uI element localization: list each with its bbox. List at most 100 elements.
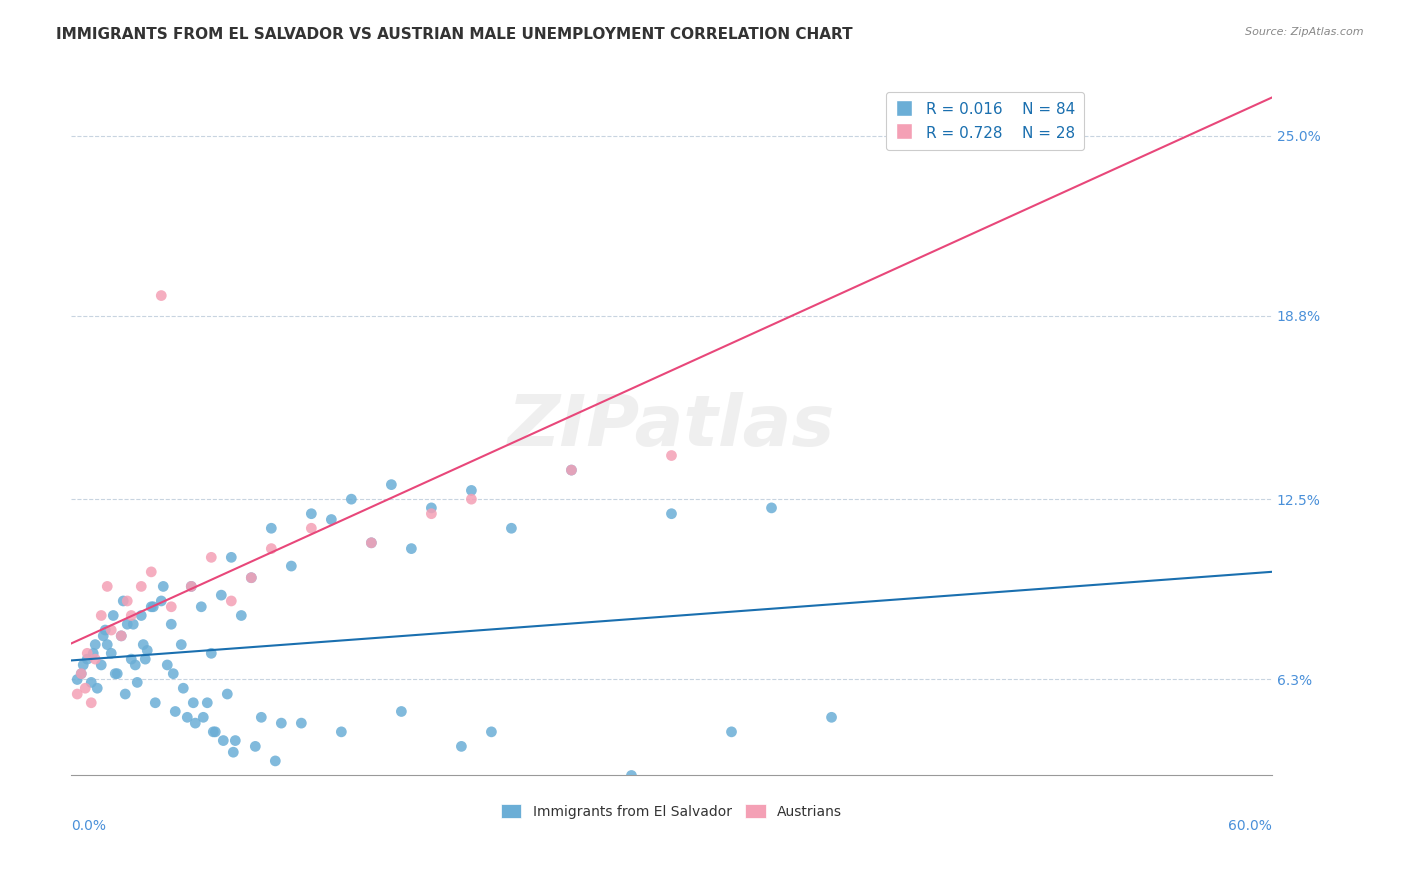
- Point: [90, 608, 112, 623]
- Point: [240, 571, 263, 585]
- Point: [136, 643, 159, 657]
- Point: [160, 599, 183, 614]
- Point: [661, 507, 683, 521]
- Point: [120, 608, 142, 623]
- Point: [103, 608, 125, 623]
- Point: [661, 449, 683, 463]
- Point: [221, 550, 243, 565]
- Point: [280, 559, 302, 574]
- Point: [180, 579, 202, 593]
- Point: [96, 579, 118, 593]
- Point: [299, 521, 322, 535]
- Point: [330, 724, 353, 739]
- Point: [217, 687, 239, 701]
- Point: [520, 783, 543, 797]
- Point: [204, 724, 226, 739]
- Point: [100, 623, 122, 637]
- Point: [460, 483, 482, 498]
- Point: [761, 500, 783, 515]
- Text: 60.0%: 60.0%: [1227, 819, 1271, 833]
- Point: [80, 696, 103, 710]
- Text: IMMIGRANTS FROM EL SALVADOR VS AUSTRIAN MALE UNEMPLOYMENT CORRELATION CHART: IMMIGRANTS FROM EL SALVADOR VS AUSTRIAN …: [56, 27, 853, 42]
- Point: [960, 128, 983, 143]
- Point: [91, 629, 114, 643]
- Point: [202, 724, 225, 739]
- Point: [184, 716, 207, 731]
- Point: [76, 652, 98, 666]
- Point: [221, 594, 243, 608]
- Point: [70, 666, 93, 681]
- Point: [152, 579, 174, 593]
- Point: [380, 477, 402, 491]
- Point: [820, 710, 842, 724]
- Point: [460, 492, 482, 507]
- Point: [100, 646, 122, 660]
- Point: [193, 710, 215, 724]
- Point: [299, 507, 322, 521]
- Point: [129, 579, 152, 593]
- Point: [150, 594, 173, 608]
- Point: [360, 536, 382, 550]
- Point: [150, 288, 173, 302]
- Point: [66, 673, 89, 687]
- Point: [75, 681, 97, 696]
- Point: [209, 588, 232, 602]
- Point: [110, 629, 132, 643]
- Point: [143, 696, 166, 710]
- Point: [450, 739, 472, 754]
- Point: [142, 599, 165, 614]
- Point: [84, 638, 107, 652]
- Legend: Immigrants from El Salvador, Austrians: Immigrants from El Salvador, Austrians: [495, 798, 848, 824]
- Point: [112, 594, 135, 608]
- Point: [181, 696, 204, 710]
- Text: ZIPatlas: ZIPatlas: [508, 392, 835, 461]
- Point: [80, 675, 103, 690]
- Point: [122, 617, 145, 632]
- Point: [141, 565, 163, 579]
- Point: [481, 724, 503, 739]
- Point: [105, 666, 128, 681]
- Point: [620, 768, 643, 782]
- Text: Source: ZipAtlas.com: Source: ZipAtlas.com: [1246, 27, 1364, 37]
- Point: [321, 512, 343, 526]
- Point: [340, 492, 363, 507]
- Point: [172, 681, 194, 696]
- Point: [94, 623, 117, 637]
- Point: [231, 608, 253, 623]
- Point: [117, 594, 139, 608]
- Point: [260, 541, 283, 556]
- Point: [200, 646, 222, 660]
- Point: [240, 571, 263, 585]
- Point: [86, 681, 108, 696]
- Point: [114, 687, 136, 701]
- Text: 0.0%: 0.0%: [72, 819, 107, 833]
- Point: [560, 463, 582, 477]
- Point: [170, 638, 193, 652]
- Point: [129, 608, 152, 623]
- Point: [165, 705, 187, 719]
- Point: [160, 617, 183, 632]
- Point: [127, 675, 149, 690]
- Point: [250, 710, 273, 724]
- Point: [72, 657, 94, 672]
- Point: [190, 599, 212, 614]
- Point: [70, 666, 93, 681]
- Point: [117, 617, 139, 632]
- Point: [162, 666, 184, 681]
- Point: [720, 724, 742, 739]
- Point: [245, 739, 267, 754]
- Point: [290, 716, 312, 731]
- Point: [195, 696, 218, 710]
- Point: [224, 733, 246, 747]
- Point: [176, 710, 198, 724]
- Point: [260, 521, 283, 535]
- Point: [120, 652, 142, 666]
- Point: [76, 646, 98, 660]
- Point: [82, 646, 104, 660]
- Point: [156, 657, 179, 672]
- Point: [134, 652, 156, 666]
- Point: [96, 638, 118, 652]
- Point: [270, 716, 292, 731]
- Point: [180, 579, 202, 593]
- Point: [501, 521, 523, 535]
